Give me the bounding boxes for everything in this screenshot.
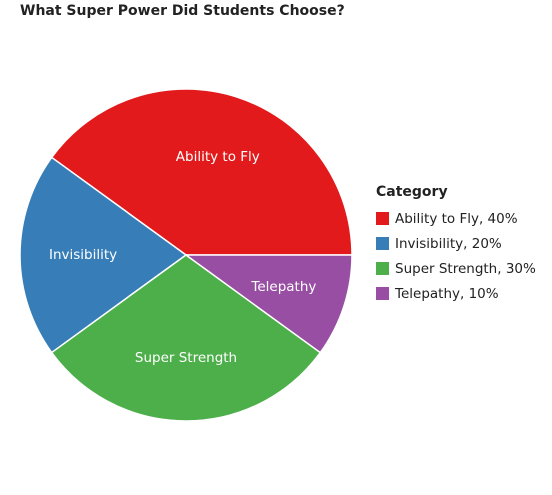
slice-label: Ability to Fly [176,149,260,165]
legend-item-ability-to-fly[interactable]: Ability to Fly, 40% [376,206,536,231]
legend-title: Category [376,184,448,200]
legend-swatch [376,287,389,300]
legend-label: Telepathy, 10% [395,285,499,302]
chart-title: What Super Power Did Students Choose? [20,3,345,19]
pie-slice-ability-to-fly[interactable] [50,88,353,256]
slice-label: Telepathy [250,279,316,295]
pie-slice-super-strength[interactable] [50,254,322,422]
legend-label: Super Strength, 30% [395,260,536,277]
legend-swatch [376,237,389,250]
legend-item-telepathy[interactable]: Telepathy, 10% [376,281,536,306]
pie-slice-invisibility[interactable] [19,156,187,354]
slice-label: Invisibility [49,247,117,263]
legend-item-invisibility[interactable]: Invisibility, 20% [376,231,536,256]
legend-item-super-strength[interactable]: Super Strength, 30% [376,256,536,281]
legend-swatch [376,262,389,275]
slice-label: Super Strength [135,350,237,366]
legend-label: Ability to Fly, 40% [395,210,518,227]
legend-label: Invisibility, 20% [395,235,502,252]
pie-slice-telepathy[interactable] [185,254,353,354]
legend: Category Ability to Fly, 40% Invisibilit… [376,184,536,306]
legend-swatch [376,212,389,225]
